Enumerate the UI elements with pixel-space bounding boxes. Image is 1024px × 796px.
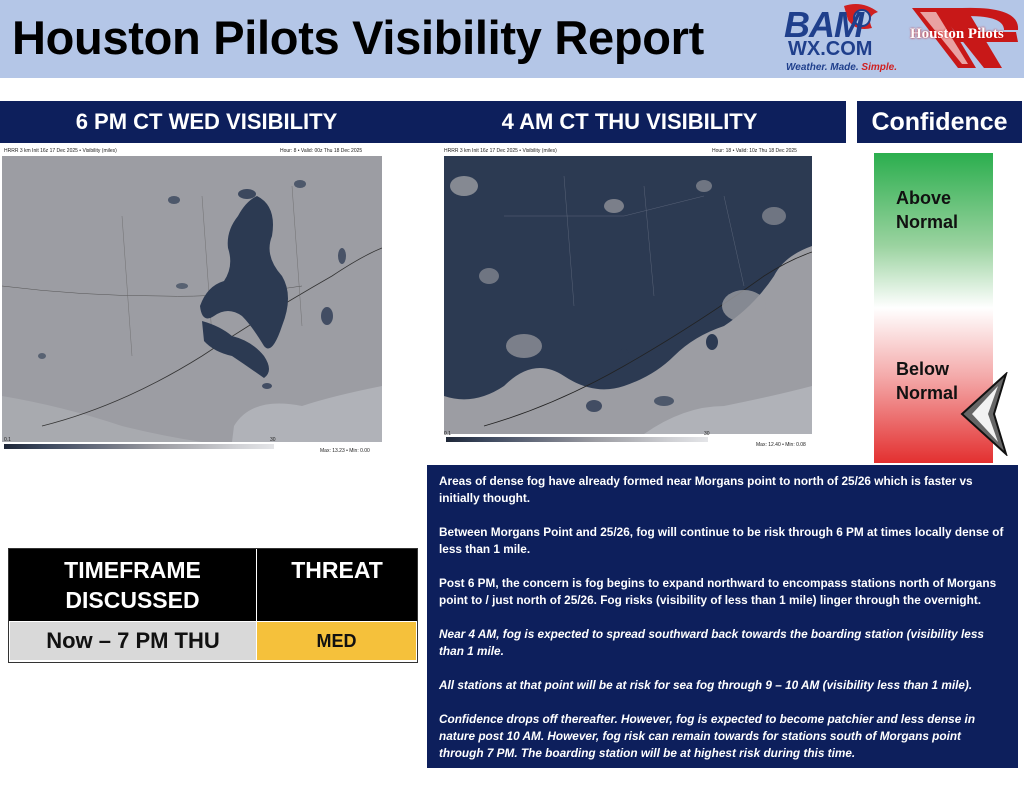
discussion-para-6: Confidence drops off thereafter. However… xyxy=(439,712,976,760)
bam-logo-tagline: Weather. Made. Simple. xyxy=(786,62,897,73)
right-legend-max-tick: 30 xyxy=(704,431,710,437)
confidence-title: Confidence xyxy=(857,101,1022,143)
right-visibility-map: HRRR 3 km Init 16z 17 Dec 2025 • Visibil… xyxy=(442,146,814,458)
threat-table: TIMEFRAME DISCUSSED THREAT Now – 7 PM TH… xyxy=(8,548,418,663)
discussion-para-4: Near 4 AM, fog is expected to spread sou… xyxy=(439,627,984,658)
left-map-caption: HRRR 3 km Init 16z 17 Dec 2025 • Visibil… xyxy=(4,148,117,154)
houston-pilots-hh-icon xyxy=(912,7,1019,68)
below-line2: Normal xyxy=(896,383,959,403)
right-map-canvas xyxy=(444,156,812,434)
bam-logo-text: BAM xyxy=(784,4,864,45)
left-map-canvas xyxy=(2,156,382,442)
threat-header: THREAT xyxy=(257,549,417,621)
houston-pilots-logo: Houston Pilots xyxy=(906,2,1022,74)
timeframe-value: Now – 7 PM THU xyxy=(10,622,256,660)
right-legend-min-tick: 0.1 xyxy=(444,431,451,437)
timeframe-header: TIMEFRAME DISCUSSED xyxy=(9,549,256,621)
page-title: Houston Pilots Visibility Report xyxy=(12,11,704,64)
discussion-para-2: Between Morgans Point and 25/26, fog wil… xyxy=(439,525,1004,556)
discussion-para-3: Post 6 PM, the concern is fog begins to … xyxy=(439,576,997,607)
timeframe-header-line1: TIMEFRAME xyxy=(64,557,201,583)
confidence-below-normal: Below Normal xyxy=(896,357,958,405)
bam-wx-logo: BAM WX.COM Weather. Made. Simple. xyxy=(782,2,904,74)
right-map-fog-overlay xyxy=(444,156,812,434)
confidence-above-normal: Above Normal xyxy=(896,186,958,234)
discussion-para-5: All stations at that point will be at ri… xyxy=(439,678,973,692)
right-map-caption: HRRR 3 km Init 16z 17 Dec 2025 • Visibil… xyxy=(444,148,557,154)
confidence-pointer-icon xyxy=(960,372,1008,456)
forecast-discussion: Areas of dense fog have already formed n… xyxy=(427,465,1018,794)
left-map-fog-overlay xyxy=(2,180,382,442)
bam-tagline-a: Weather. Made. xyxy=(786,62,859,73)
timeframe-header-line2: DISCUSSED xyxy=(65,587,200,613)
above-line1: Above xyxy=(896,188,952,208)
left-visibility-map: HRRR 3 km Init 16z 17 Dec 2025 • Visibil… xyxy=(0,146,384,458)
report-header: Houston Pilots Visibility Report BAM WX.… xyxy=(0,0,1024,78)
below-line1: Below xyxy=(896,359,950,379)
above-line2: Normal xyxy=(896,212,959,232)
bam-tagline-b: Simple. xyxy=(861,62,897,73)
right-map-valid-time: Hour: 18 • Valid: 10z Thu 18 Dec 2025 xyxy=(712,148,797,154)
bam-logo-domain: WX.COM xyxy=(788,38,873,60)
left-map-valid-time: Hour: 8 • Valid: 00z Thu 18 Dec 2025 xyxy=(280,148,363,154)
right-legend-bar xyxy=(446,437,708,442)
left-legend-bar xyxy=(4,444,274,449)
left-map-title: 6 PM CT WED VISIBILITY xyxy=(0,101,413,143)
discussion-para-1: Areas of dense fog have already formed n… xyxy=(439,474,973,505)
threat-level-badge: MED xyxy=(257,622,416,660)
bam-storm-icon xyxy=(844,4,878,29)
discussion-para-7: Confidence remains below normal on preci… xyxy=(439,780,811,794)
left-legend-max-tick: 30 xyxy=(270,437,276,443)
right-map-title: 4 AM CT THU VISIBILITY xyxy=(413,101,846,143)
left-legend-min-tick: 0.1 xyxy=(4,437,11,443)
right-map-maxmin: Max: 12.40 • Min: 0.08 xyxy=(756,442,806,448)
left-map-maxmin: Max: 13.23 • Min: 0.00 xyxy=(320,448,370,454)
houston-pilots-text: Houston Pilots xyxy=(910,26,1004,42)
